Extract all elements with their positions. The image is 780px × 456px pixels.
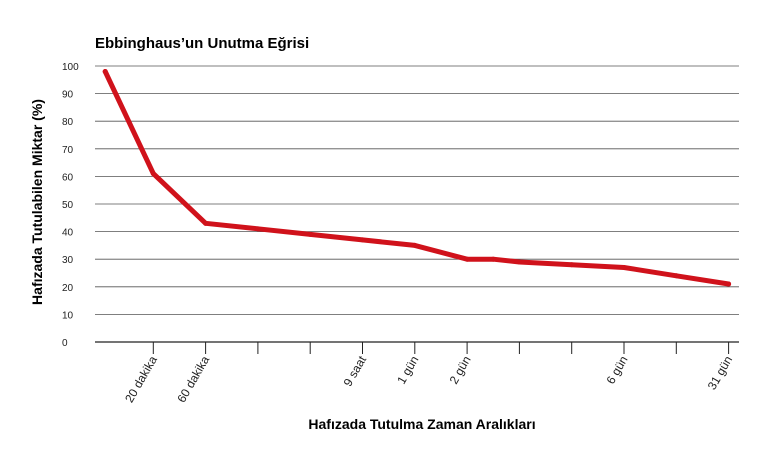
data-point bbox=[464, 256, 470, 262]
y-tick-label: 70 bbox=[62, 145, 74, 156]
data-point bbox=[360, 237, 365, 243]
x-tick-label: 1 gün bbox=[394, 354, 421, 387]
grid-lines bbox=[95, 65, 739, 315]
y-tick-label: 10 bbox=[62, 310, 74, 321]
y-tick-label: 60 bbox=[62, 172, 74, 183]
y-tick-label: 80 bbox=[62, 117, 74, 128]
series-points bbox=[102, 69, 732, 287]
y-tick-label: 50 bbox=[62, 200, 74, 211]
x-tick-label: 20 dakika bbox=[122, 353, 160, 405]
series-line bbox=[102, 69, 732, 287]
y-axis-title: Hafızada Tutulabilen Miktar (%) bbox=[29, 99, 45, 305]
data-point bbox=[516, 259, 522, 265]
data-point bbox=[150, 171, 156, 177]
data-point bbox=[569, 262, 575, 268]
y-tick-labels: 0 10 20 30 40 50 60 70 80 90 100 bbox=[62, 62, 79, 349]
chart-title: Ebbinghaus’un Unutma Eğrisi bbox=[95, 35, 309, 52]
data-point bbox=[621, 264, 627, 270]
data-point bbox=[412, 242, 418, 248]
y-tick-label: 0 bbox=[62, 338, 68, 349]
x-tick-label: 60 dakika bbox=[174, 353, 212, 405]
x-tick-marks: 20 dakika 60 dakika 9 saat 1 gün 2 gün 6 gün 3… bbox=[122, 342, 735, 405]
y-tick-label: 90 bbox=[62, 90, 74, 101]
y-tick-label: 30 bbox=[62, 255, 74, 266]
x-tick-label: 9 saat bbox=[341, 353, 370, 389]
y-tick-label: 100 bbox=[62, 62, 79, 73]
x-tick-label: 31 gün bbox=[705, 354, 735, 393]
x-axis-title: Hafızada Tutulma Zaman Aralıkları bbox=[308, 416, 535, 432]
y-tick-label: 20 bbox=[62, 283, 74, 294]
data-point bbox=[255, 226, 261, 232]
data-point bbox=[307, 231, 313, 237]
data-point bbox=[102, 69, 108, 75]
data-point bbox=[673, 273, 679, 279]
data-point bbox=[490, 256, 496, 262]
data-point bbox=[726, 281, 732, 287]
x-tick-label: 2 gün bbox=[447, 354, 474, 387]
y-tick-label: 40 bbox=[62, 228, 74, 239]
x-tick-label: 6 gün bbox=[603, 354, 630, 387]
data-point bbox=[203, 220, 209, 226]
